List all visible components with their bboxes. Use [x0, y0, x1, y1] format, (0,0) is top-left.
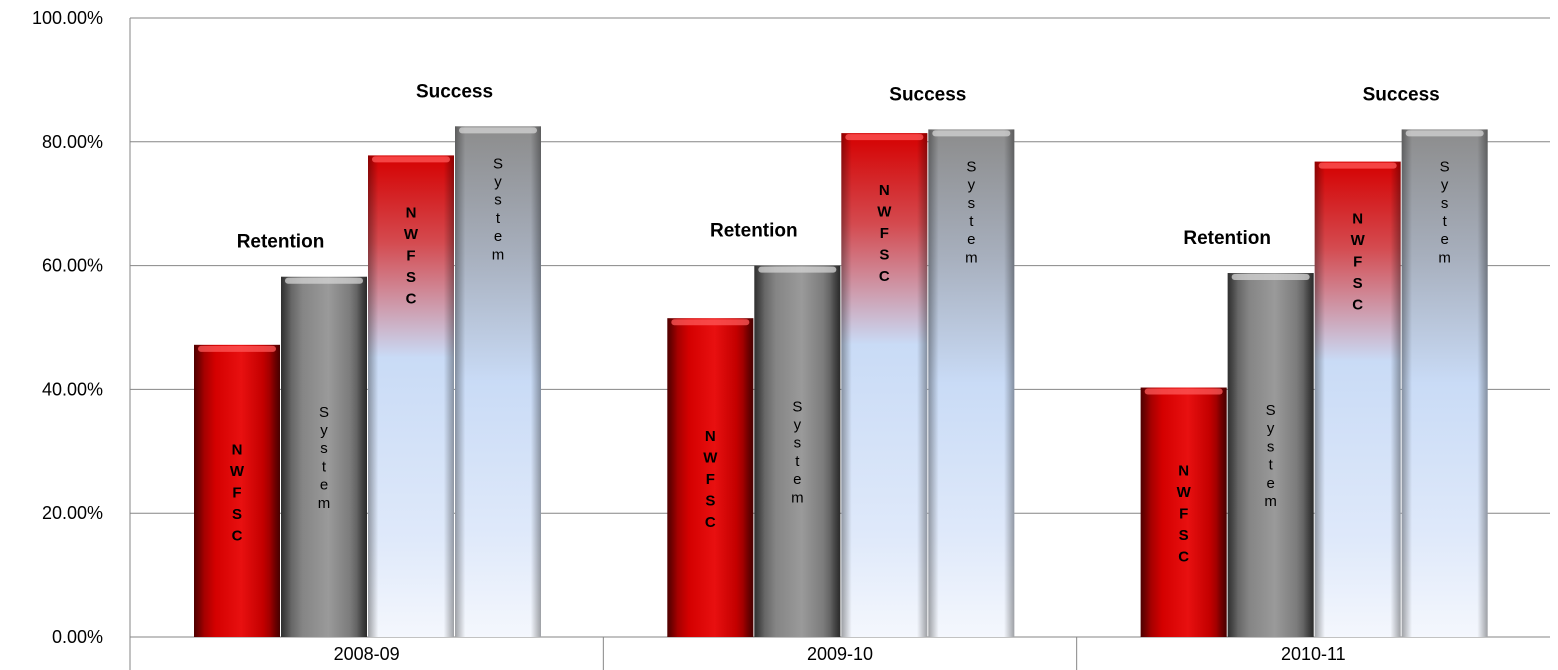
y-tick-label: 80.00%: [42, 132, 103, 152]
bars: [194, 126, 1488, 638]
x-tick-label: 2008-09: [334, 644, 400, 664]
y-tick-label: 0.00%: [52, 627, 103, 647]
bar-cap: [285, 277, 363, 284]
group-label: Success: [889, 84, 966, 105]
y-tick-label: 100.00%: [32, 8, 103, 28]
bar-cap: [1144, 388, 1223, 395]
bar-shade: [841, 133, 928, 637]
bar-shade: [1227, 273, 1314, 637]
bar-shade: [1314, 161, 1401, 637]
bar-shade: [667, 318, 754, 637]
bar-shade: [754, 265, 841, 637]
group-label: Success: [1363, 84, 1440, 105]
bar-cap: [671, 319, 750, 326]
bar-shade: [194, 344, 280, 637]
bar-shade: [281, 276, 367, 637]
bar-shade: [455, 126, 541, 637]
bar-shade: [1140, 387, 1227, 637]
bar-cap: [1405, 130, 1484, 137]
bar-shade: [1401, 129, 1488, 638]
bar-cap: [1231, 274, 1310, 281]
bar-shade: [928, 129, 1015, 638]
group-label: Retention: [1183, 228, 1271, 249]
bar-cap: [198, 345, 276, 352]
bar-cap: [1318, 162, 1397, 169]
bar-cap: [932, 130, 1011, 137]
y-tick-label: 40.00%: [42, 379, 103, 399]
bar-cap: [372, 156, 450, 163]
group-label: Retention: [710, 221, 798, 242]
x-tick-label: 2010-11: [1281, 644, 1346, 664]
bar-cap: [459, 127, 537, 134]
x-tick-label: 2009-10: [807, 644, 873, 664]
group-label: Retention: [237, 232, 325, 253]
group-label: Success: [416, 81, 493, 102]
bar-cap: [758, 266, 837, 273]
y-tick-label: 20.00%: [42, 503, 103, 523]
bar-cap: [845, 134, 924, 141]
labels: N W F S C S y s t e m N W F S C S y s t e m Retention Success N W…: [230, 81, 1451, 565]
bar-shade: [368, 155, 454, 637]
y-tick-label: 60.00%: [42, 256, 103, 276]
